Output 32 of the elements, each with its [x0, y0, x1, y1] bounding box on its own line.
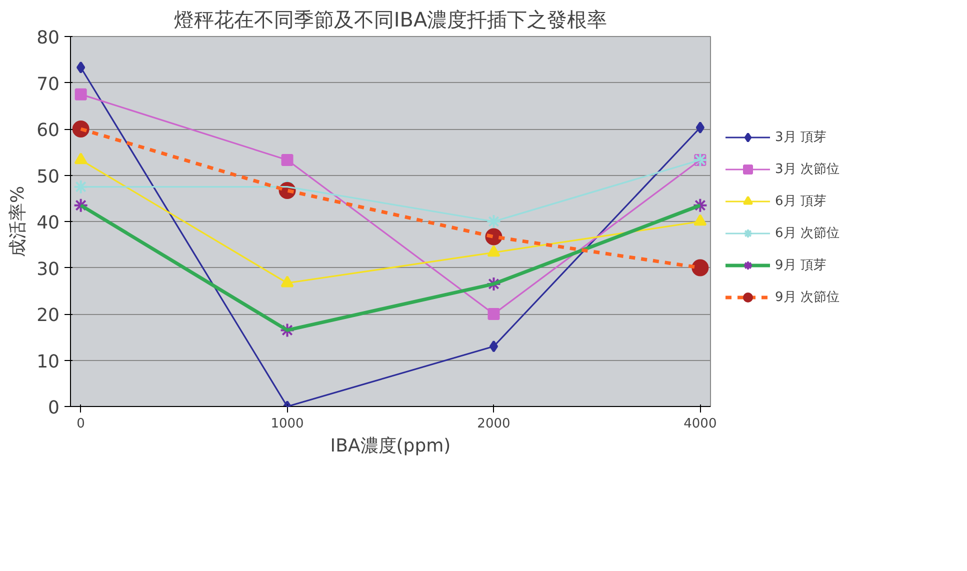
- y-tick-label: 50: [36, 166, 60, 188]
- x-axis-title: IBA濃度(ppm): [330, 436, 451, 456]
- point: [486, 214, 502, 229]
- point: [73, 179, 88, 194]
- point: [76, 61, 86, 74]
- y-tick-label: 30: [36, 258, 60, 280]
- x-tick-label: 0: [76, 416, 85, 432]
- y-tick-label: 40: [36, 212, 60, 234]
- legend-label: 6月 頂芽: [775, 193, 826, 210]
- y-tick-label: 0: [48, 398, 60, 418]
- point: [73, 198, 88, 213]
- chart-title: 燈秤花在不同季節及不同IBA濃度扦插下之發根率: [174, 8, 608, 32]
- point: [486, 276, 502, 292]
- point: [692, 198, 708, 213]
- y-tick-label: 20: [36, 305, 60, 326]
- legend-label: 9月 頂芽: [775, 257, 826, 274]
- x-tick-label: 4000: [684, 416, 717, 432]
- legend-label: 9月 次節位: [775, 289, 840, 306]
- y-tick-label: 60: [36, 120, 60, 141]
- legend-label: 6月 次節位: [775, 225, 840, 242]
- y-tick-label: 70: [36, 74, 60, 95]
- point: [280, 322, 295, 338]
- point: [692, 259, 709, 276]
- point: [696, 122, 705, 134]
- point: [74, 88, 87, 100]
- x-tick-label: 2000: [477, 416, 510, 432]
- y-tick-label: 10: [36, 351, 60, 372]
- y-axis-title: 成活率%: [8, 186, 29, 258]
- legend-label: 3月 頂芽: [775, 129, 826, 146]
- y-tick-label: 80: [36, 28, 60, 48]
- x-tick-label: 1000: [270, 416, 304, 432]
- legend-label: 3月 次節位: [775, 161, 840, 178]
